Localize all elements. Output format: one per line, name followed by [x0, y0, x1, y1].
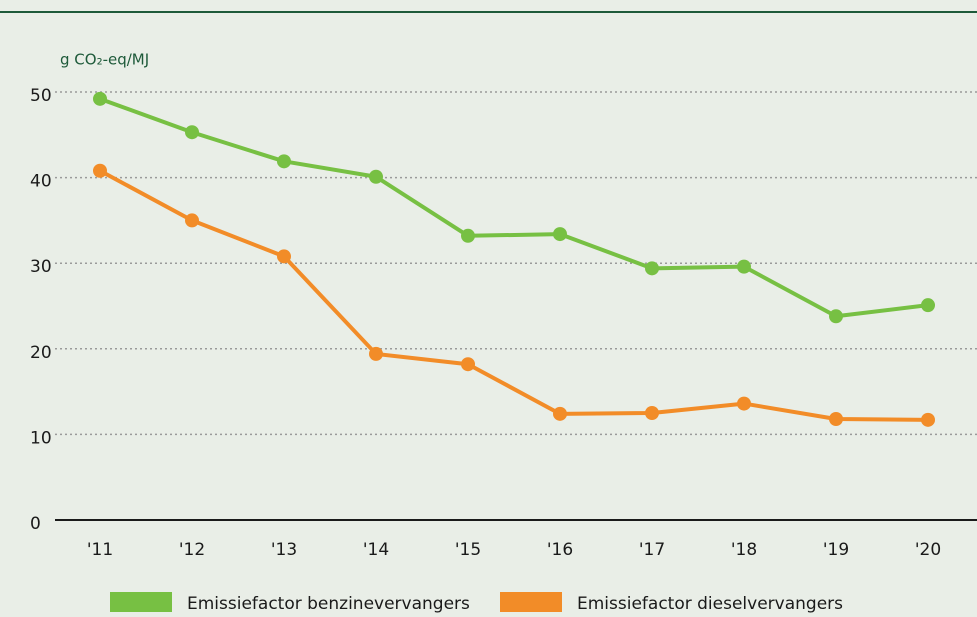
point: [829, 309, 843, 324]
point: [737, 396, 751, 411]
x-tick-label: '11: [87, 540, 113, 560]
series-line: [99, 168, 929, 422]
series-line: [99, 96, 929, 319]
legend-label: Emissiefactor benzinevervangers: [187, 594, 470, 614]
point: [829, 411, 843, 426]
y-axis-label: g CO₂-eq/MJ: [60, 51, 149, 69]
point: [369, 169, 383, 184]
point: [93, 163, 107, 178]
point: [185, 213, 199, 228]
point: [461, 228, 475, 243]
legend-swatch: [500, 592, 562, 612]
y-tick-label: 40: [30, 172, 52, 192]
point: [93, 91, 107, 106]
x-tick-label: '12: [179, 540, 205, 560]
x-tick-label: '18: [731, 540, 757, 560]
x-tick-label: '19: [823, 540, 849, 560]
point: [645, 406, 659, 420]
x-tick-label: '20: [915, 540, 941, 560]
x-tick-label: '17: [639, 540, 665, 560]
point: [277, 154, 291, 169]
legend-label: Emissiefactor dieselvervangers: [577, 594, 843, 614]
y-tick-label: 50: [30, 86, 52, 106]
x-tick-label: '14: [363, 540, 389, 560]
x-tick-label: '15: [455, 540, 481, 560]
point: [737, 259, 751, 274]
y-tick-label: 30: [30, 257, 52, 277]
point: [553, 227, 567, 242]
y-tick-label: 0: [30, 514, 41, 534]
point: [277, 249, 291, 264]
point: [185, 125, 199, 140]
y-tick-label: 20: [30, 343, 52, 363]
legend-swatch: [110, 592, 172, 612]
point: [645, 261, 659, 276]
point: [461, 357, 475, 372]
y-tick-label: 10: [30, 428, 52, 448]
x-tick-label: '16: [547, 540, 573, 560]
point: [369, 346, 383, 361]
x-tick-label: '13: [271, 540, 297, 560]
point: [553, 406, 567, 421]
point: [921, 298, 935, 313]
point: [921, 412, 935, 427]
